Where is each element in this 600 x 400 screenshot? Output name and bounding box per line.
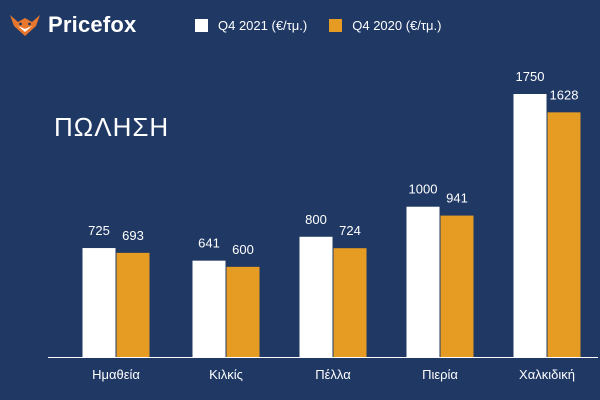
data-label-2021-1: 641 (198, 236, 220, 251)
bar-2021-0 (82, 248, 116, 357)
x-tick-label-1: Κιλκίς (209, 367, 243, 382)
brand-logo: Pricefox (8, 12, 136, 38)
bar-2021-1 (192, 260, 226, 357)
data-label-2020-2: 724 (339, 223, 361, 238)
data-label-2020-3: 941 (446, 191, 468, 206)
legend-swatch-2021 (195, 19, 208, 32)
data-label-2020-4: 1628 (550, 87, 579, 102)
data-label-2021-0: 725 (88, 223, 110, 238)
data-label-2021-4: 1750 (516, 69, 545, 84)
legend-label-2021: Q4 2021 (€/τμ.) (218, 18, 308, 33)
x-tick-label-0: Ημαθεία (92, 367, 140, 382)
x-tick-label-2: Πέλλα (315, 367, 351, 382)
chart-title: ΠΩΛΗΣΗ (54, 112, 170, 142)
legend-item-2021: Q4 2021 (€/τμ.) (195, 18, 307, 33)
chart-legend: Q4 2021 (€/τμ.) Q4 2020 (€/τμ.) (195, 18, 441, 33)
data-label-2020-0: 693 (122, 228, 144, 243)
bar-2020-4 (547, 112, 581, 357)
bar-2020-2 (333, 248, 367, 357)
bar-2021-2 (299, 236, 333, 357)
bar-2020-1 (226, 266, 260, 357)
brand-name: Pricefox (48, 12, 137, 37)
data-label-2021-2: 800 (305, 212, 327, 227)
bar-2020-0 (116, 252, 150, 357)
fox-icon (8, 12, 42, 38)
x-tick-label-4: Χαλκιδική (519, 367, 575, 382)
x-tick-label-3: Πιερία (422, 367, 458, 382)
bar-2021-4 (513, 94, 547, 357)
legend-swatch-2020 (329, 19, 343, 32)
data-label-2020-1: 600 (232, 242, 254, 257)
legend-item-2020: Q4 2020 (€/τμ.) (329, 18, 441, 33)
bar-2020-3 (440, 215, 474, 357)
bar-2021-3 (406, 206, 440, 357)
data-label-2021-3: 1000 (409, 182, 438, 197)
legend-label-2020: Q4 2020 (€/τμ.) (352, 18, 442, 33)
